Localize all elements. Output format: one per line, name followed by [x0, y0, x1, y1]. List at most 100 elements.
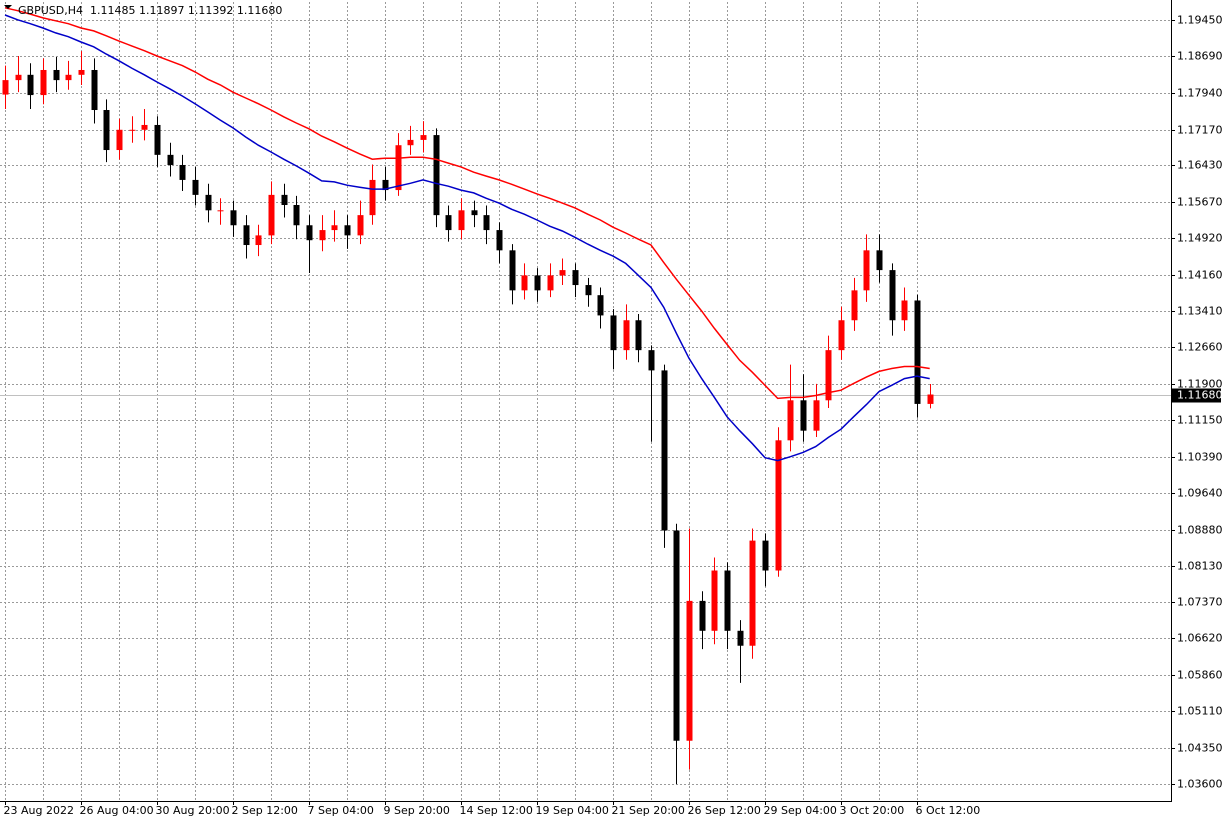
candle-body — [572, 270, 579, 286]
moving-average-line — [4, 14, 930, 462]
y-tick-label: 1.08880 — [1177, 524, 1223, 537]
candle-body — [458, 210, 465, 231]
candle-body — [889, 270, 896, 321]
x-tick-label: 19 Sep 04:00 — [536, 804, 609, 817]
candle-body — [103, 110, 110, 151]
candle-body — [281, 194, 288, 206]
candle-body — [192, 179, 199, 195]
candle-body — [205, 194, 212, 211]
candle-body — [344, 225, 351, 236]
y-tick-label: 1.08130 — [1177, 560, 1223, 573]
y-tick-label: 1.11900 — [1177, 378, 1223, 391]
x-tick-label: 30 Aug 20:00 — [156, 804, 230, 817]
plot — [0, 2, 1171, 801]
x-tick-label: 26 Aug 04:00 — [80, 804, 154, 817]
candle-body — [179, 164, 186, 180]
current-price-label: 1.11680 — [1177, 389, 1223, 402]
x-tick-label: 26 Sep 12:00 — [688, 804, 761, 817]
candle-body — [395, 145, 402, 191]
y-tick-label: 1.16430 — [1177, 159, 1223, 172]
y-tick-label: 1.06620 — [1177, 632, 1223, 645]
y-tick-label: 1.05860 — [1177, 669, 1223, 682]
candle-body — [154, 124, 161, 155]
y-tick-label: 1.03600 — [1177, 778, 1223, 791]
candle-body — [724, 570, 731, 631]
candle-body — [686, 600, 693, 741]
y-tick-label: 1.19450 — [1177, 14, 1223, 27]
x-tick-label: 23 Aug 2022 — [4, 804, 74, 817]
candle-body — [509, 250, 516, 291]
y-tick-label: 1.05110 — [1177, 705, 1223, 718]
candle-body — [319, 230, 326, 241]
candle-body — [597, 295, 604, 316]
candle-body — [813, 400, 820, 431]
candle-body — [521, 275, 528, 291]
candle-body — [737, 630, 744, 646]
x-tick-label: 3 Oct 20:00 — [840, 804, 905, 817]
candle-body — [534, 275, 541, 291]
candle-body — [433, 135, 440, 216]
candle-body — [65, 74, 72, 81]
y-tick-label: 1.04350 — [1177, 742, 1223, 755]
candle-body — [255, 235, 262, 246]
chart-title: GBPUSD,H4 1.11485 1.11897 1.11392 1.1168… — [18, 4, 282, 17]
y-tick-label: 1.07370 — [1177, 596, 1223, 609]
y-tick-label: 1.10390 — [1177, 451, 1223, 464]
candle-body — [382, 179, 389, 191]
candle-body — [749, 540, 756, 646]
x-tick-label: 9 Sep 20:00 — [384, 804, 450, 817]
candle-body — [775, 440, 782, 571]
candle-body — [217, 210, 224, 212]
candle-body — [825, 350, 832, 401]
y-tick-label: 1.13410 — [1177, 305, 1223, 318]
candle-body — [661, 370, 668, 531]
candle-body — [141, 124, 148, 130]
y-tick-label: 1.12660 — [1177, 341, 1223, 354]
candle-body — [559, 270, 566, 276]
candle-body — [927, 394, 934, 404]
candle-body — [78, 69, 85, 75]
candle-body — [635, 320, 642, 351]
candle-body — [331, 225, 338, 231]
candle-body — [471, 210, 478, 216]
candle-body — [863, 250, 870, 291]
candle-body — [711, 570, 718, 631]
candle-body — [610, 315, 617, 351]
candle-body — [420, 135, 427, 140]
y-tick-label: 1.14920 — [1177, 232, 1223, 245]
candle-body — [585, 285, 592, 296]
x-tick-label: 2 Sep 12:00 — [232, 804, 298, 817]
moving-average-line — [4, 7, 930, 400]
x-tick-label: 29 Sep 04:00 — [764, 804, 837, 817]
candle-body — [116, 129, 123, 151]
x-tick-label: 7 Sep 04:00 — [308, 804, 374, 817]
candle-body — [483, 215, 490, 231]
candle-body — [876, 250, 883, 271]
candle-body — [496, 230, 503, 251]
candle-body — [623, 320, 630, 351]
candle-body — [129, 129, 136, 131]
candle-body — [901, 300, 908, 321]
y-tick-label: 1.11150 — [1177, 414, 1223, 427]
y-tick-label: 1.15670 — [1177, 196, 1223, 209]
candle-body — [445, 215, 452, 231]
candle-body — [15, 74, 22, 81]
candle-body — [91, 69, 98, 111]
candle-body — [243, 225, 250, 246]
y-tick-label: 1.14160 — [1177, 269, 1223, 282]
candle-body — [230, 210, 237, 226]
candle-body — [787, 400, 794, 441]
candle-body — [40, 69, 47, 96]
candle-body — [369, 179, 376, 216]
y-tick-label: 1.17940 — [1177, 87, 1223, 100]
candle-body — [648, 350, 655, 371]
candle-body — [293, 205, 300, 226]
candle-body — [673, 530, 680, 741]
candle-body — [407, 139, 414, 146]
candle-body — [547, 275, 554, 291]
y-tick-label: 1.17170 — [1177, 124, 1223, 137]
candle-body — [800, 400, 807, 431]
candle-body — [762, 540, 769, 571]
